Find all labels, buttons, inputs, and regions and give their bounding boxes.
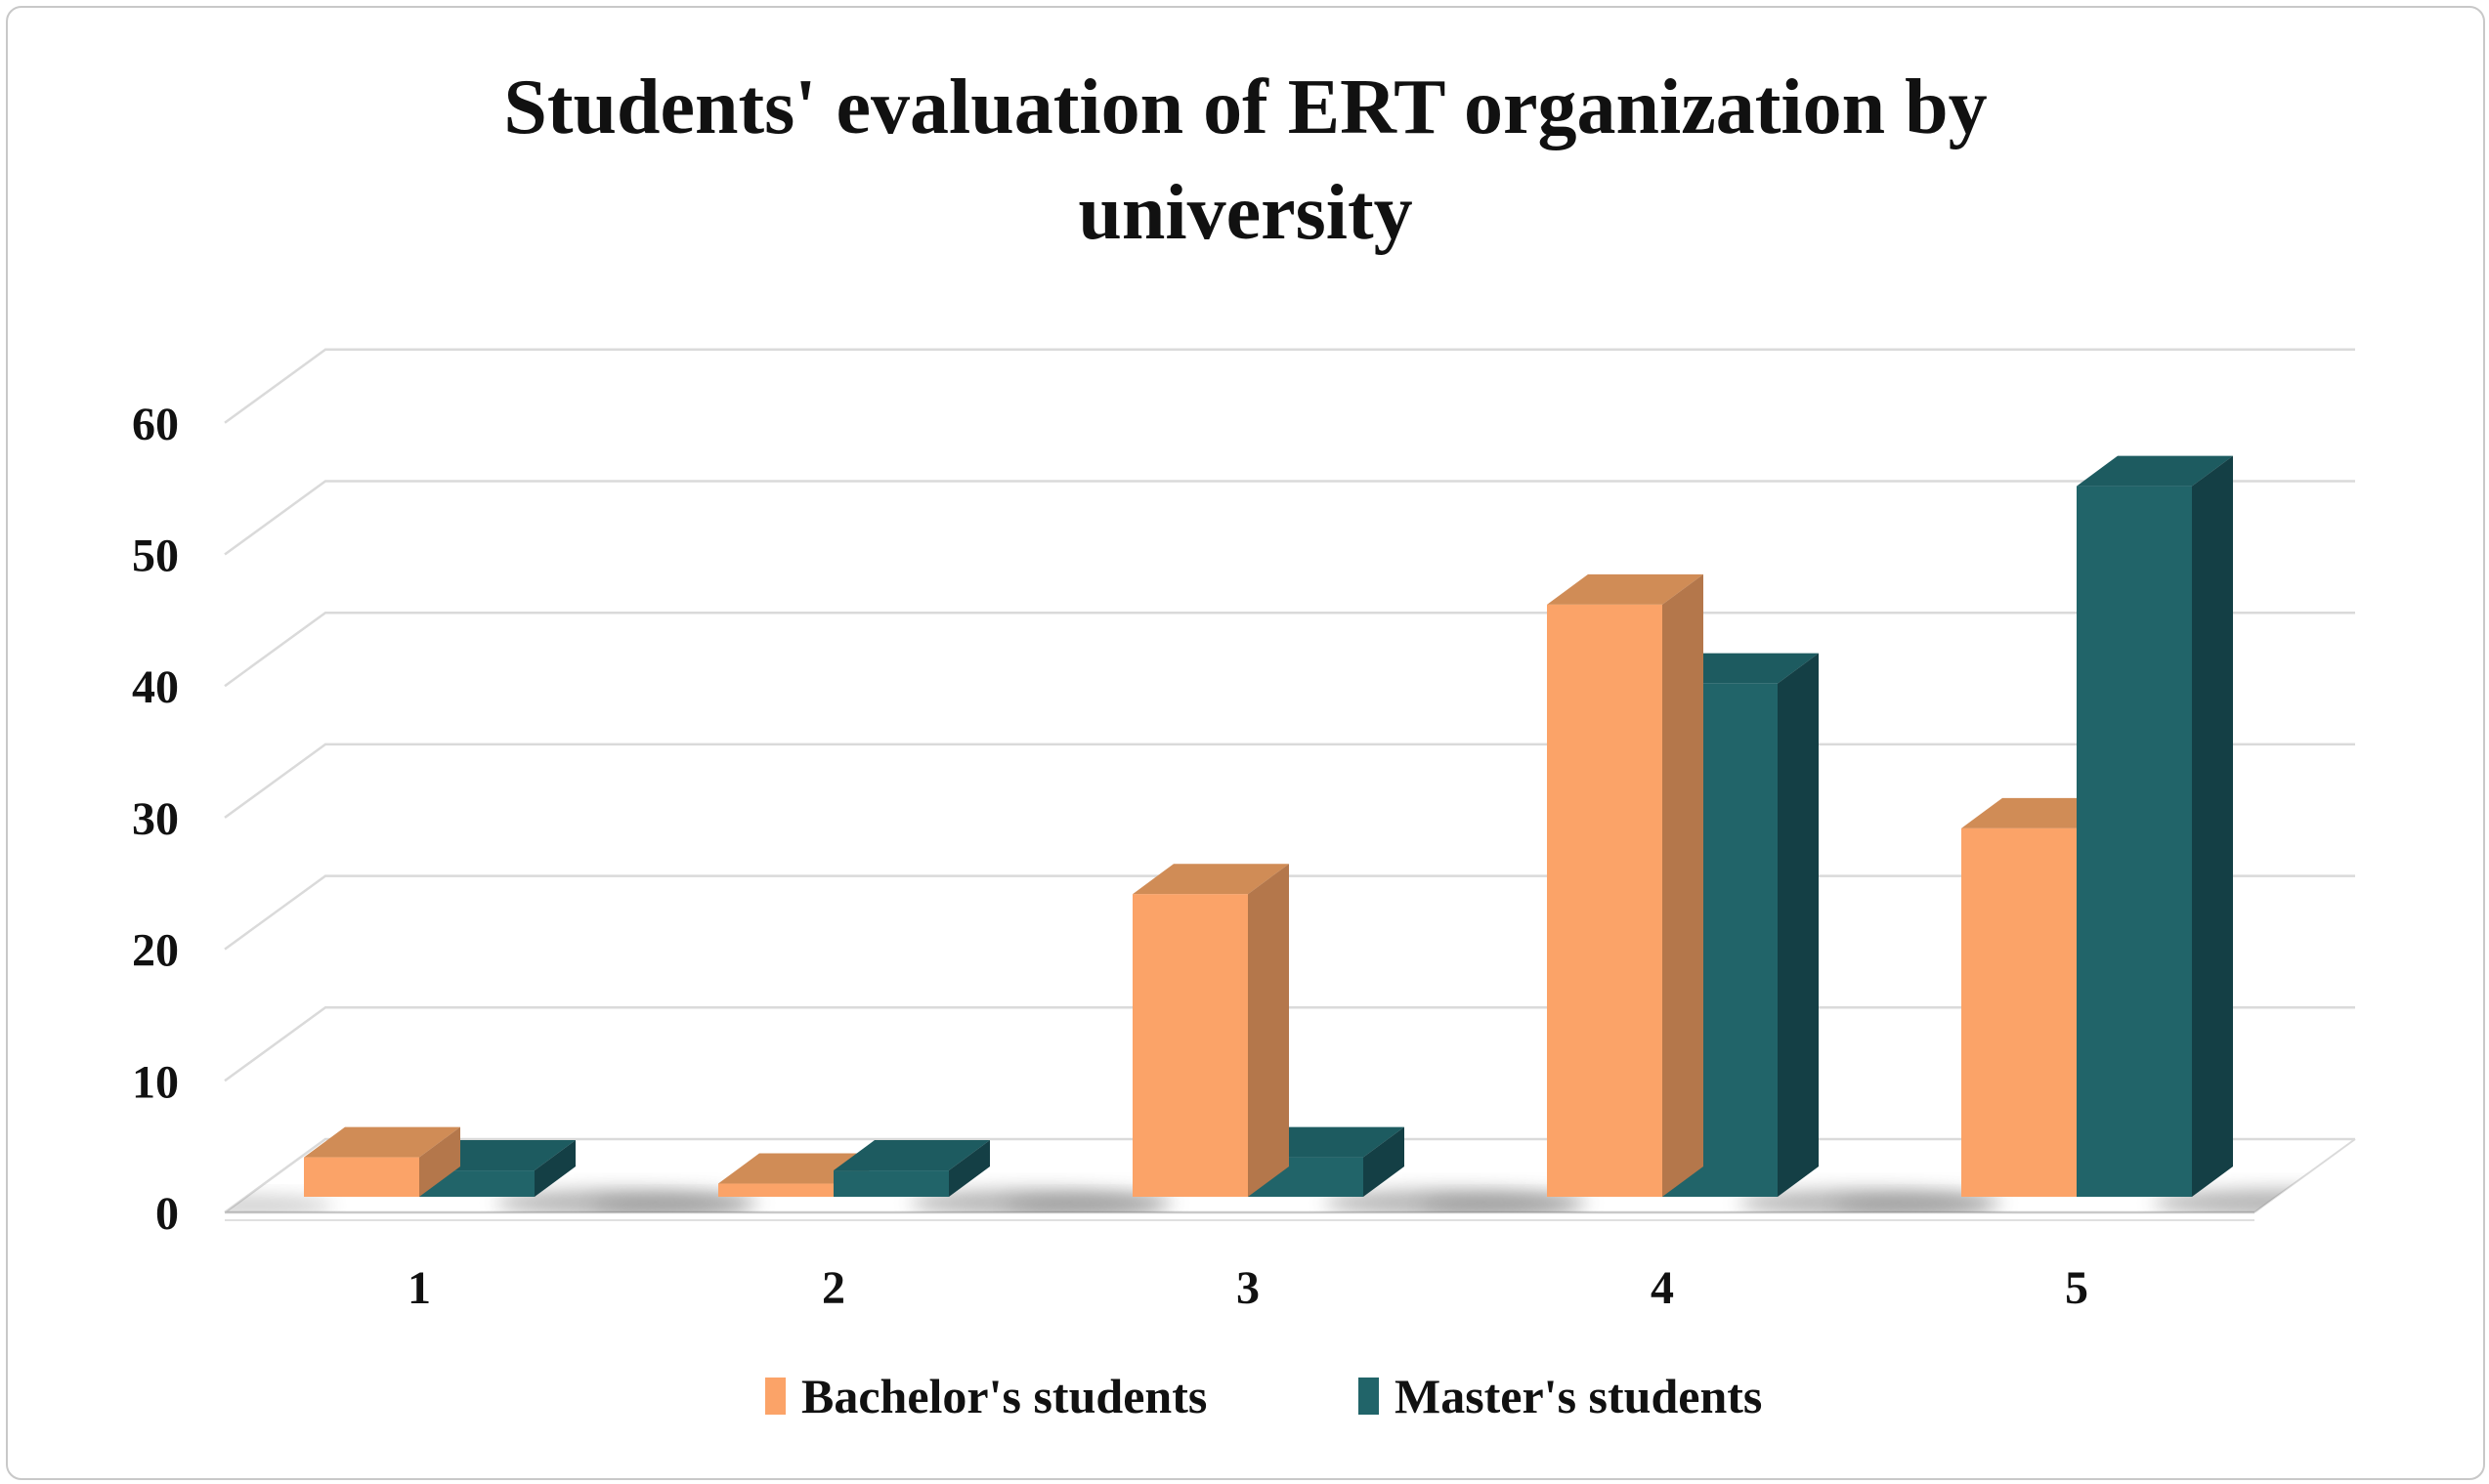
chart-title-line1: Students' evaluation of ERT organization… — [503, 64, 1988, 150]
bar-shadow — [1834, 1196, 1991, 1212]
legend-swatch-masters — [1358, 1378, 1379, 1415]
bar-side-face — [535, 1140, 576, 1197]
bar-shadow — [225, 1196, 333, 1212]
x-axis-label-2: 2 — [822, 1262, 845, 1314]
gridline-40 — [224, 611, 2355, 688]
bar-front-face — [1961, 827, 2077, 1197]
bar-side-face — [419, 1126, 460, 1197]
bar-top-face — [2077, 455, 2233, 487]
y-axis-label-20: 20 — [132, 925, 179, 977]
legend: Bachelor's students Master's students — [8, 1368, 2483, 1436]
legend-item-bachelors: Bachelor's students — [765, 1368, 1207, 1424]
bar-bachelors-cat3 — [1133, 864, 1289, 1197]
x-axis-label-1: 1 — [408, 1262, 431, 1314]
legend-item-masters: Master's students — [1358, 1368, 1762, 1424]
bar-side-face — [949, 1140, 990, 1197]
bar-side-face — [2192, 455, 2233, 1197]
bar-bachelors-cat4 — [1547, 573, 1703, 1197]
floor-right-edge — [2253, 1138, 2356, 1213]
gridline-50 — [224, 480, 2355, 556]
chart-title-line2: university — [1078, 170, 1413, 256]
plot-area: 0 10 20 30 40 50 60 1 2 3 4 5 — [132, 348, 2356, 1314]
bar-top-face — [304, 1126, 460, 1158]
y-axis-label-30: 30 — [132, 793, 179, 845]
y-axis-label-60: 60 — [132, 399, 179, 450]
bar-side-face — [1363, 1126, 1404, 1197]
bar-front-face — [1547, 604, 1662, 1197]
legend-label: Master's students — [1395, 1369, 1763, 1423]
y-axis-label-10: 10 — [132, 1056, 179, 1108]
bar-top-face — [1547, 573, 1703, 605]
bar-bachelors-cat1 — [304, 1126, 460, 1197]
y-axis-label-40: 40 — [132, 661, 179, 713]
bar-shadows — [225, 1189, 2355, 1212]
gridline-60 — [224, 348, 2355, 424]
x-axis-label-4: 4 — [1651, 1262, 1674, 1314]
y-axis-label-50: 50 — [132, 530, 179, 582]
bar-front-face — [1133, 894, 1248, 1197]
bar-side-face — [1248, 864, 1289, 1197]
bar-shadow — [1420, 1196, 1576, 1212]
chart-title: Students' evaluation of ERT organization… — [8, 55, 2483, 266]
bar-side-face — [1662, 573, 1703, 1197]
bar-shadow — [1006, 1196, 1162, 1212]
bar-masters-cat2 — [834, 1140, 990, 1197]
bar-top-face — [1133, 864, 1289, 895]
x-axis-label-3: 3 — [1236, 1262, 1260, 1314]
bar-top-face — [834, 1140, 990, 1171]
legend-label: Bachelor's students — [801, 1369, 1208, 1423]
bar-front-face — [304, 1157, 419, 1197]
y-axis-label-0: 0 — [155, 1188, 179, 1240]
x-axis-label-5: 5 — [2065, 1262, 2088, 1314]
legend-swatch-bachelors — [765, 1378, 786, 1415]
bar-front-face — [718, 1183, 834, 1197]
chart-frame: Students' evaluation of ERT organization… — [6, 6, 2485, 1480]
bar-side-face — [1778, 653, 1819, 1197]
bar-front-face — [834, 1170, 949, 1197]
bar-masters-cat5 — [2077, 455, 2233, 1197]
bar-shadow — [591, 1196, 748, 1212]
bar-front-face — [2077, 486, 2192, 1197]
